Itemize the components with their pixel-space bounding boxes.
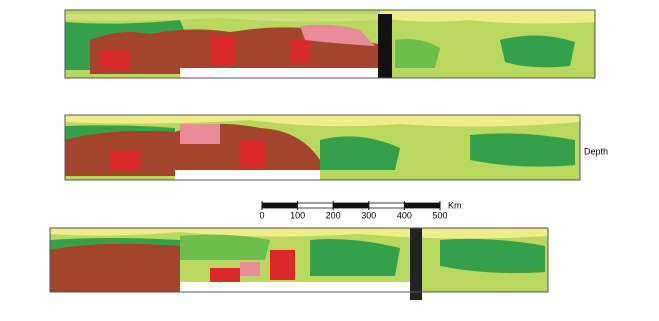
scale-segment	[332, 202, 370, 209]
scale-segment	[297, 202, 334, 209]
scale-unit: Km	[448, 200, 462, 210]
scale-tick-label: 0	[259, 210, 264, 220]
scale-segment	[261, 202, 298, 209]
scale-tick-label: 500	[432, 210, 447, 220]
section-3	[49, 227, 549, 300]
scale-tick-label: 200	[326, 210, 341, 220]
scale-bar: Km 0 100 200 300 400 500	[259, 200, 461, 220]
panel-label: Depth	[584, 146, 608, 156]
scale-tick-label: 300	[361, 210, 376, 220]
section-1	[64, 9, 596, 79]
section-2: Depth	[64, 114, 608, 181]
scale-tick-label: 100	[290, 210, 305, 220]
scale-tick-label: 400	[397, 210, 412, 220]
scale-segment	[368, 202, 405, 209]
scale-segment	[403, 202, 441, 209]
